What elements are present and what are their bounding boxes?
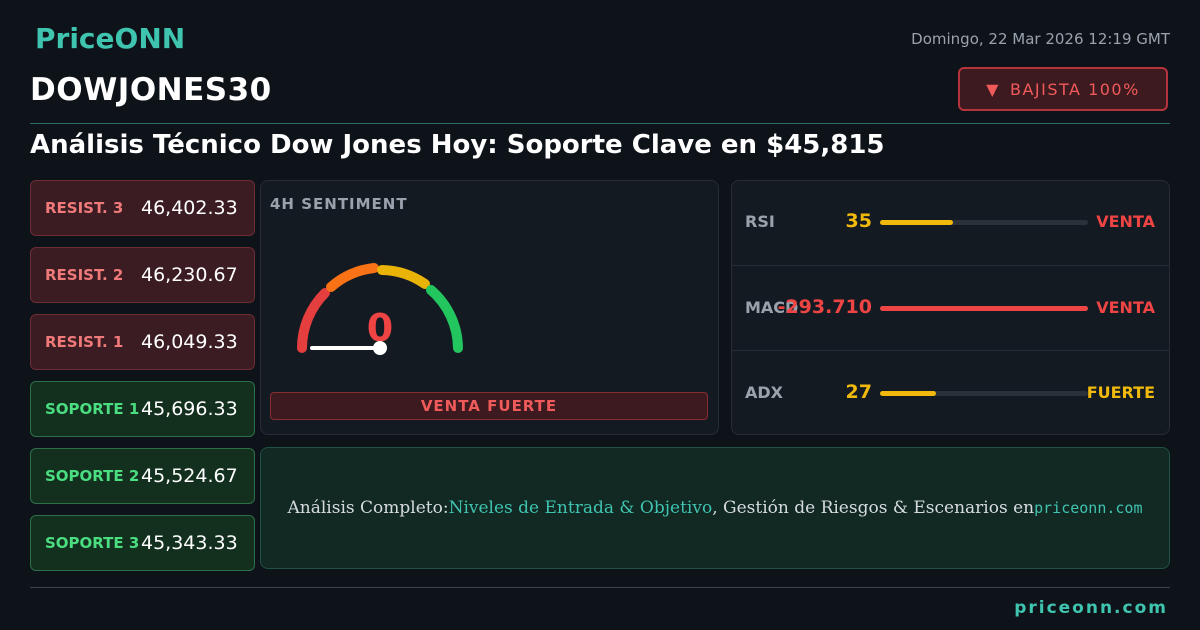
footer-link[interactable]: priceonn.com [1014,598,1168,618]
indicator-bar [880,391,937,396]
indicator-name: RSI [745,212,775,231]
level-label: RESIST. 3 [45,199,124,217]
level-label: RESIST. 2 [45,266,124,284]
level-label: SOPORTE 3 [45,534,140,552]
indicator-value: 35 [845,210,872,232]
level-card: SOPORTE 1 45,696.33 [30,381,255,437]
level-label: SOPORTE 1 [45,400,140,418]
down-icon: ▼ [986,79,1000,99]
indicator-value: -293.710 [777,295,872,318]
badge-text: BAJISTA 100% [1009,79,1140,99]
cta-middle: , Gestión de Riesgos & Escenarios en [712,498,1035,518]
level-label: RESIST. 1 [45,333,124,351]
indicator-signal: FUERTE [1086,383,1155,402]
level-card: RESIST. 3 46,402.33 [30,180,255,236]
divider [30,587,1170,588]
indicator-bar [880,305,1088,311]
indicator-track [880,391,1088,396]
indicator-name: ADX [745,383,783,402]
level-card: SOPORTE 3 45,343.33 [30,515,255,571]
gauge: 0 [297,263,463,355]
sentiment-title: 4H SENTIMENT [270,195,408,213]
level-card: SOPORTE 2 45,524.67 [30,448,255,504]
sentiment-label: VENTA FUERTE [270,392,708,420]
level-card: RESIST. 1 46,049.33 [30,314,255,370]
indicator-track [880,220,1088,225]
gauge-arc-red [297,288,330,353]
indicator-track [880,305,1088,311]
cta-site[interactable]: priceonn.com [1034,499,1143,517]
gauge-arc-yellow [377,265,430,289]
indicator-signal: VENTA [1096,297,1155,317]
level-value: 46,049.33 [141,331,238,353]
divider [30,123,1170,124]
cta-link[interactable]: Niveles de Entrada & Objetivo [448,498,713,518]
indicator-bar [880,220,953,225]
level-value: 45,524.67 [141,465,238,487]
date: Domingo, 22 Mar 2026 12:19 GMT [911,30,1170,48]
trend-badge: ▼ BAJISTA 100% [958,67,1168,111]
level-label: SOPORTE 2 [45,467,140,485]
needle-hub [373,341,387,355]
brand-logo[interactable]: PriceONN [35,22,186,55]
symbol: DOWJONES30 [30,72,272,108]
indicator-name: MACD [745,297,799,317]
row-divider [731,265,1170,266]
cta-prefix: Análisis Completo: [287,498,449,518]
headline: Análisis Técnico Dow Jones Hoy: Soporte … [30,130,885,160]
indicator-value: 27 [845,381,872,403]
gauge-arc-green [426,285,463,353]
indicator-signal: VENTA [1096,212,1155,231]
row-divider [731,350,1170,351]
level-card: RESIST. 2 46,230.67 [30,247,255,303]
gauge-arc-orange [326,263,379,292]
cta-banner[interactable]: Análisis Completo: Niveles de Entrada & … [260,447,1170,569]
level-value: 46,402.33 [141,197,238,219]
level-value: 45,696.33 [141,398,238,420]
level-value: 46,230.67 [141,264,238,286]
level-value: 45,343.33 [141,532,238,554]
